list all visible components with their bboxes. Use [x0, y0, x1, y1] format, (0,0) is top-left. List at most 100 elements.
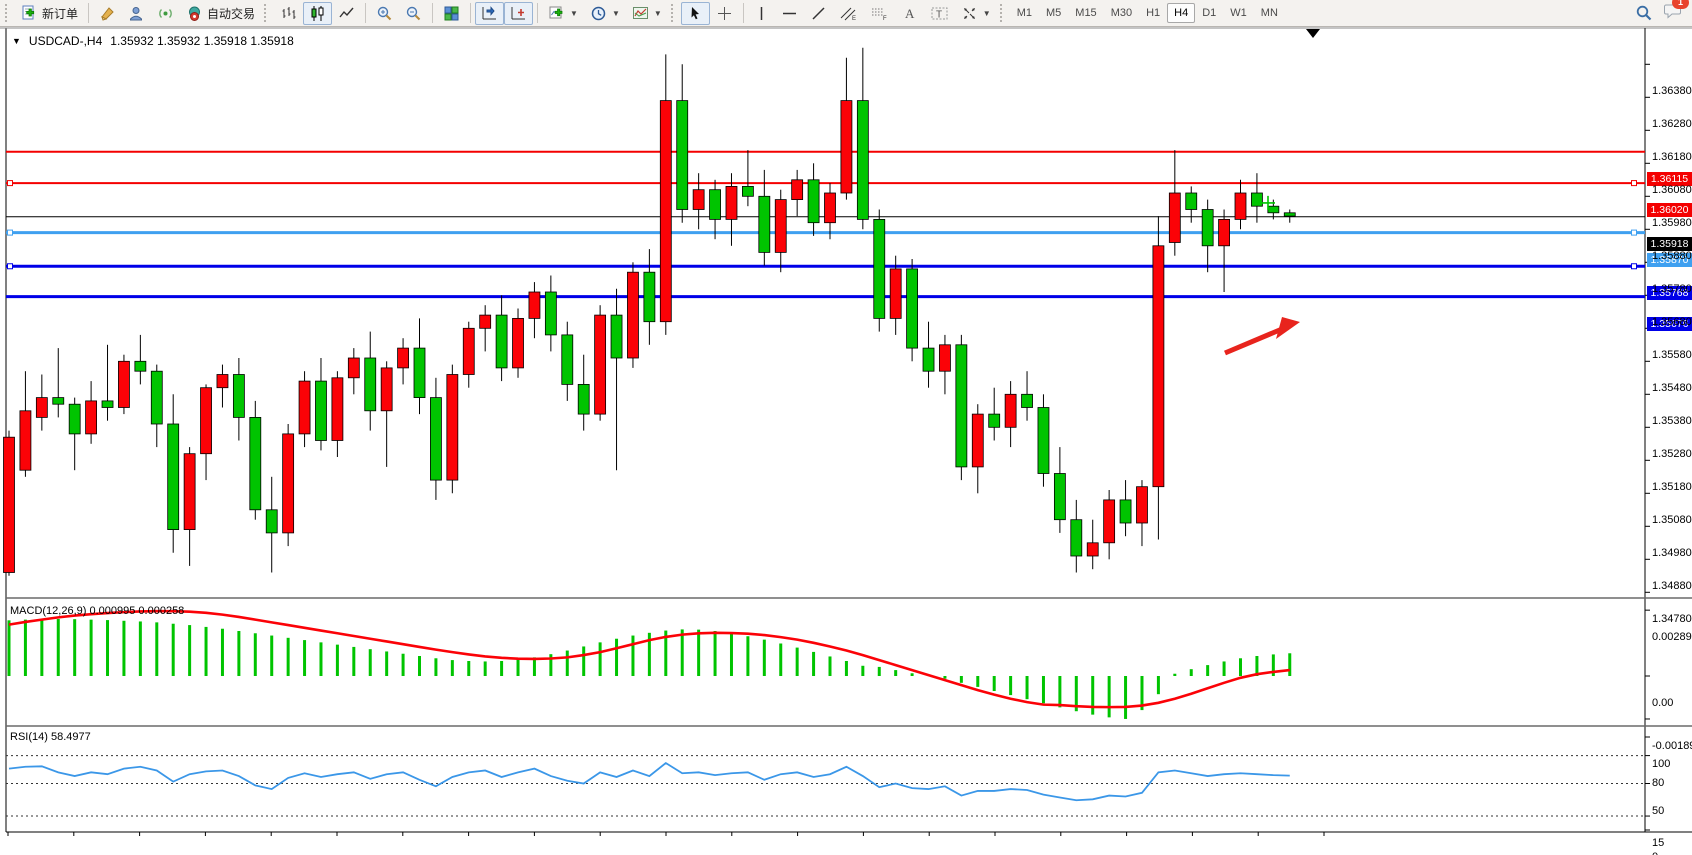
candle [249, 416, 262, 511]
zoom-out-button[interactable] [399, 2, 428, 25]
candle [1234, 192, 1247, 220]
candlestick-chart-icon [311, 5, 324, 21]
candle [955, 344, 968, 468]
candle [676, 100, 689, 210]
candle [1168, 192, 1181, 243]
timeframe-button-m30[interactable]: M30 [1110, 7, 1133, 19]
label-tool-button[interactable]: T [924, 2, 955, 25]
candle [610, 314, 623, 359]
toolbar-grip [5, 4, 12, 22]
timeframe-button-h4[interactable]: H4 [1167, 3, 1196, 23]
auto-trading-button[interactable]: 自动交易 [180, 2, 261, 25]
notifications-button[interactable]: 1 [1663, 0, 1689, 24]
candle [19, 410, 32, 471]
svg-text:A: A [905, 6, 915, 21]
candle [1103, 499, 1116, 544]
candle [1119, 499, 1132, 524]
cursor-tool-button[interactable] [680, 1, 710, 25]
candle [544, 291, 557, 336]
vertical-line-tool-button[interactable] [748, 2, 775, 25]
line-chart-button[interactable] [332, 2, 361, 25]
price-tick-label: 1.35180 [1652, 481, 1692, 494]
fibonacci-tool-button[interactable]: F [864, 2, 895, 25]
timeframe-button-mn[interactable]: MN [1260, 7, 1278, 19]
chart-shift-icon [511, 6, 526, 19]
svg-text:F: F [883, 16, 887, 22]
candle [216, 374, 229, 389]
zoom-out-icon [406, 6, 421, 20]
timeframe-button-m15[interactable]: M15 [1075, 7, 1097, 19]
candle [413, 347, 426, 399]
toolbar-grip [999, 4, 1007, 22]
candle [183, 453, 196, 531]
candle [430, 397, 442, 481]
rsi-axis-label: 50 [1652, 804, 1665, 817]
tile-windows-button[interactable] [437, 2, 466, 25]
timeframe-button-w1[interactable]: W1 [1230, 7, 1247, 19]
price-tick-label: 1.35980 [1652, 217, 1692, 230]
horizontal-line-icon [782, 12, 796, 14]
candle [134, 360, 147, 372]
price-tick-label: 1.34880 [1652, 580, 1692, 593]
tile-windows-icon [444, 6, 459, 20]
rsi-indicator-label: RSI(14) 58.4977 [10, 731, 91, 743]
price-tick-label: 1.35480 [1652, 382, 1692, 395]
channel-tool-button[interactable]: E [833, 2, 864, 25]
timeframe-button-m5[interactable]: M5 [1046, 7, 1062, 19]
timeframe-button-m1[interactable]: M1 [1016, 7, 1032, 19]
candle [1251, 192, 1263, 207]
candle [594, 314, 607, 415]
candle [364, 357, 377, 412]
toolbar-grip [264, 4, 271, 22]
auto-scroll-button[interactable] [475, 1, 505, 25]
timeframe-dropdown-button[interactable]: ▼ [584, 2, 626, 25]
price-tick-label: 1.35080 [1652, 514, 1692, 527]
candle [1053, 473, 1066, 521]
candle [282, 433, 295, 534]
candle [922, 347, 935, 372]
candle [1004, 393, 1017, 428]
add-indicator-button[interactable]: ▼ [542, 2, 584, 25]
fibonacci-icon: F [871, 8, 887, 22]
candle [495, 314, 508, 369]
horizontal-line-tool-button[interactable] [775, 2, 804, 25]
signal-button[interactable] [151, 2, 180, 25]
new-order-button[interactable]: 新订单 [15, 2, 84, 25]
trendline-tool-button[interactable] [804, 2, 833, 25]
candle [939, 344, 951, 372]
candle [232, 374, 245, 418]
chart-shift-button[interactable] [504, 1, 534, 25]
template-dropdown-button[interactable]: ▼ [626, 2, 668, 25]
arrows-tool-button[interactable]: ▼ [955, 2, 997, 25]
candle [742, 185, 754, 197]
macd-axis-label: 0.00 [1652, 697, 1674, 709]
collapse-triangle-icon[interactable]: ▼ [12, 36, 21, 46]
auto-trading-label: 自动交易 [207, 6, 256, 21]
text-tool-button[interactable]: A [895, 2, 924, 25]
highlighter-icon [101, 6, 114, 21]
vertical-line-icon [760, 6, 763, 20]
profile-button[interactable] [122, 2, 151, 25]
timeframe-button-d1[interactable]: D1 [1202, 7, 1217, 19]
timeframe-button-h1[interactable]: H1 [1146, 7, 1161, 19]
search-icon[interactable] [1635, 4, 1653, 22]
chart-window[interactable]: ▼ USDCAD-,H4 1.35932 1.35932 1.35918 1.3… [0, 27, 1692, 855]
macd-indicator-label: MACD(12,26,9) 0.000995 0.000258 [10, 605, 185, 617]
zoom-in-button[interactable] [370, 2, 399, 25]
candle [1086, 542, 1099, 557]
candle [150, 370, 163, 425]
text-label-icon: T [931, 7, 948, 20]
bar-chart-button[interactable] [274, 2, 303, 25]
chart-canvas[interactable] [0, 27, 1692, 855]
crosshair-tool-button[interactable] [710, 2, 739, 25]
candle [35, 397, 48, 418]
highlight-tool-button[interactable] [93, 2, 122, 25]
candle [1283, 212, 1296, 217]
candle [873, 218, 886, 319]
crosshair-icon [717, 6, 731, 20]
main-toolbar: 新订单 自动交易 [0, 0, 1692, 27]
separator [470, 3, 472, 23]
template-icon [632, 6, 648, 19]
candlestick-chart-button[interactable] [303, 1, 333, 25]
